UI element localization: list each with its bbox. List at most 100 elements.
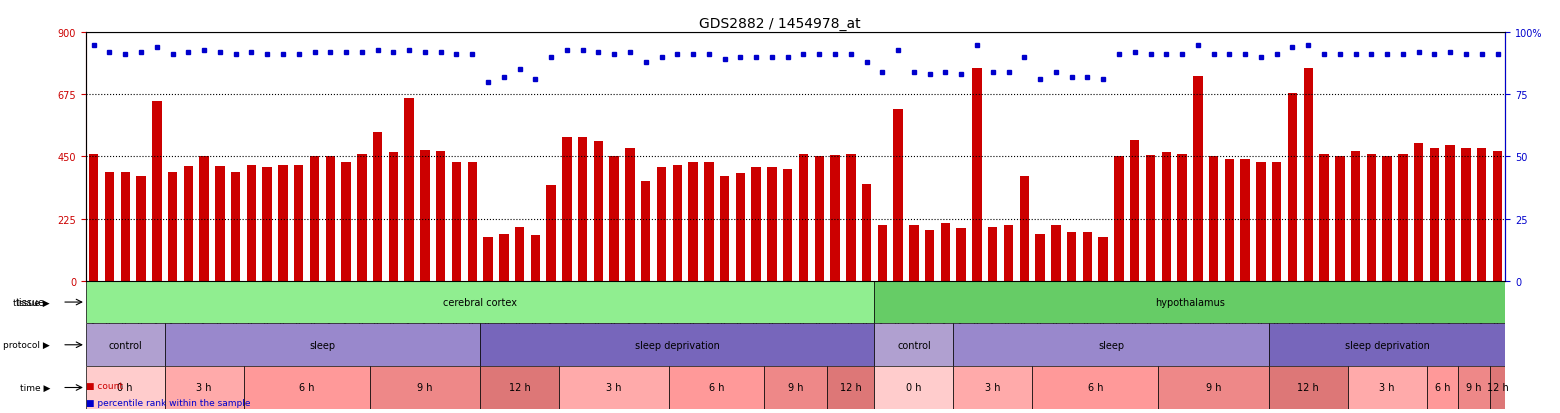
Bar xyxy=(1367,154,1376,281)
FancyBboxPatch shape xyxy=(953,324,1268,366)
Text: 3 h: 3 h xyxy=(1379,382,1395,392)
FancyBboxPatch shape xyxy=(480,366,558,409)
Bar xyxy=(752,168,761,281)
Bar xyxy=(719,176,730,281)
Bar xyxy=(1209,157,1218,281)
Bar xyxy=(546,186,555,281)
Bar xyxy=(357,154,367,281)
Text: 6 h: 6 h xyxy=(708,382,724,392)
Bar xyxy=(1320,154,1329,281)
Bar xyxy=(373,132,382,281)
Text: 6 h: 6 h xyxy=(1435,382,1451,392)
Text: 9 h: 9 h xyxy=(1206,382,1221,392)
Bar xyxy=(1382,157,1392,281)
FancyBboxPatch shape xyxy=(1033,366,1159,409)
Text: 9 h: 9 h xyxy=(417,382,432,392)
FancyBboxPatch shape xyxy=(480,324,875,366)
FancyBboxPatch shape xyxy=(86,366,165,409)
Bar xyxy=(1429,149,1440,281)
Text: 12 h: 12 h xyxy=(839,382,861,392)
Text: ■ count: ■ count xyxy=(86,381,123,390)
Text: sleep deprivation: sleep deprivation xyxy=(635,340,719,350)
FancyBboxPatch shape xyxy=(1268,366,1348,409)
Bar xyxy=(293,165,304,281)
FancyBboxPatch shape xyxy=(243,366,370,409)
FancyBboxPatch shape xyxy=(165,366,243,409)
FancyBboxPatch shape xyxy=(86,281,875,324)
Text: 12 h: 12 h xyxy=(509,382,530,392)
Bar xyxy=(388,153,398,281)
Bar xyxy=(987,227,997,281)
Text: 12 h: 12 h xyxy=(1487,382,1509,392)
Bar xyxy=(956,229,966,281)
Bar xyxy=(484,237,493,281)
Bar xyxy=(1287,94,1298,281)
Bar xyxy=(641,182,651,281)
Text: cerebral cortex: cerebral cortex xyxy=(443,297,516,307)
Bar xyxy=(1162,153,1172,281)
Text: time ▶: time ▶ xyxy=(20,383,50,392)
Bar xyxy=(672,165,682,281)
Text: sleep: sleep xyxy=(309,340,335,350)
Text: 9 h: 9 h xyxy=(1466,382,1482,392)
FancyBboxPatch shape xyxy=(827,366,875,409)
FancyBboxPatch shape xyxy=(953,366,1033,409)
Bar xyxy=(278,165,287,281)
Bar xyxy=(105,172,114,281)
Bar xyxy=(1003,226,1014,281)
Bar xyxy=(1462,149,1471,281)
Bar xyxy=(200,157,209,281)
Bar xyxy=(1477,149,1487,281)
Bar xyxy=(1051,226,1061,281)
FancyBboxPatch shape xyxy=(875,366,953,409)
Bar xyxy=(136,176,145,281)
FancyBboxPatch shape xyxy=(370,366,480,409)
Bar xyxy=(1398,154,1407,281)
Bar xyxy=(925,230,934,281)
Text: GDS2882 / 1454978_at: GDS2882 / 1454978_at xyxy=(699,17,861,31)
Bar xyxy=(515,227,524,281)
Bar xyxy=(1256,163,1265,281)
Bar xyxy=(562,138,571,281)
Bar xyxy=(814,157,824,281)
Text: tissue: tissue xyxy=(16,297,45,307)
Bar xyxy=(246,165,256,281)
Bar xyxy=(452,163,462,281)
Bar xyxy=(342,163,351,281)
Bar xyxy=(610,157,619,281)
Bar xyxy=(704,163,713,281)
Bar xyxy=(1145,156,1156,281)
Bar xyxy=(420,150,429,281)
Text: 3 h: 3 h xyxy=(984,382,1000,392)
Bar xyxy=(215,167,225,281)
Bar xyxy=(120,172,129,281)
Bar xyxy=(657,168,666,281)
Bar xyxy=(435,152,446,281)
Bar xyxy=(783,169,792,281)
Bar xyxy=(1335,157,1345,281)
Bar xyxy=(768,168,777,281)
Bar xyxy=(1446,146,1455,281)
Bar xyxy=(530,235,540,281)
FancyBboxPatch shape xyxy=(764,366,827,409)
Text: 12 h: 12 h xyxy=(1298,382,1320,392)
Bar xyxy=(1020,176,1030,281)
Text: hypothalamus: hypothalamus xyxy=(1154,297,1225,307)
Bar xyxy=(941,223,950,281)
Bar xyxy=(830,156,839,281)
Text: 3 h: 3 h xyxy=(607,382,622,392)
Bar xyxy=(1240,160,1250,281)
Bar xyxy=(499,234,509,281)
FancyBboxPatch shape xyxy=(875,281,1505,324)
Bar xyxy=(1304,69,1314,281)
FancyBboxPatch shape xyxy=(1426,366,1459,409)
Bar xyxy=(846,154,855,281)
Bar xyxy=(1413,143,1423,281)
Text: control: control xyxy=(897,340,931,350)
Text: control: control xyxy=(108,340,142,350)
FancyBboxPatch shape xyxy=(875,324,953,366)
FancyBboxPatch shape xyxy=(1268,324,1505,366)
Bar xyxy=(151,102,162,281)
Bar xyxy=(861,185,872,281)
Text: 6 h: 6 h xyxy=(1087,382,1103,392)
